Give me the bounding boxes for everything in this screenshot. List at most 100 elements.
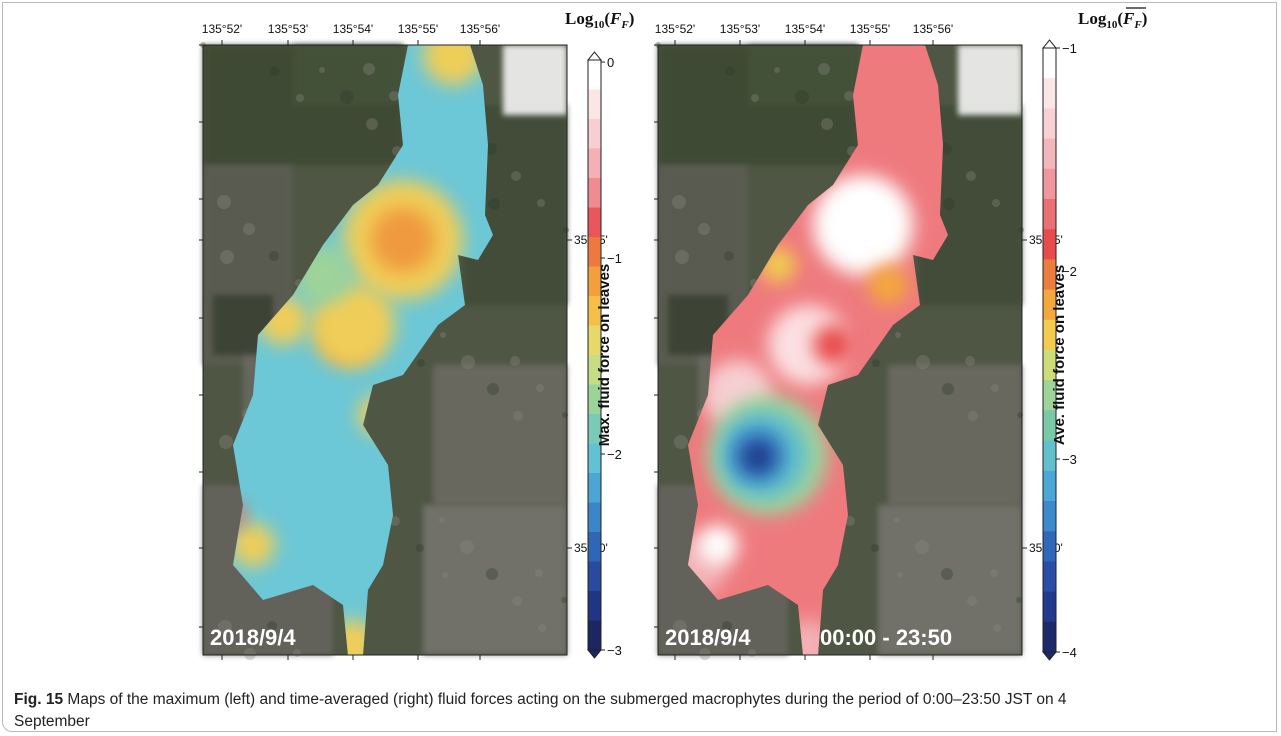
land-texture [871, 544, 879, 552]
lake-shade [742, 441, 774, 473]
colorbar-step [1043, 592, 1056, 623]
land-texture [460, 540, 474, 554]
longitude-label: 135°53' [268, 22, 308, 36]
colorbar-tick-label: −3 [607, 643, 622, 658]
land-texture [439, 517, 445, 523]
colorbar-step [588, 503, 601, 533]
land-texture [340, 90, 354, 104]
land-texture [270, 66, 280, 76]
colorbar-step [588, 119, 601, 149]
caption: Fig. 15 Maps of the maximum (left) and t… [14, 689, 1144, 733]
longitude-label: 135°56' [460, 22, 500, 36]
colorbar-tick-label: −3 [1062, 452, 1077, 467]
land-texture [510, 356, 520, 366]
title-part: Log [1078, 9, 1107, 28]
land-texture [821, 118, 833, 130]
colorbar-step [588, 178, 601, 208]
longitude-label: 135°52' [655, 22, 695, 36]
land-texture [992, 199, 1000, 207]
colorbar-step [1043, 139, 1056, 170]
colorbar-step [588, 149, 601, 179]
longitude-label: 135°56' [913, 22, 953, 36]
longitude-label: 135°54' [333, 22, 373, 36]
land-texture [487, 383, 499, 395]
land-texture [774, 67, 780, 73]
colorbar-step [588, 562, 601, 592]
land-texture [217, 195, 231, 209]
land-patch [888, 365, 1022, 505]
land-texture [442, 572, 448, 578]
colorbar-step [588, 591, 601, 621]
colorbar-arrow [1043, 652, 1056, 660]
title-part: F [609, 9, 622, 28]
land-texture [672, 195, 686, 209]
colorbar-step [588, 444, 601, 474]
colorbar-label: Ave. fluid force on leaves [1051, 265, 1068, 445]
land-texture [748, 649, 756, 657]
land-texture [943, 198, 955, 210]
land-texture [440, 332, 446, 338]
lake-shade [813, 325, 853, 365]
colorbar-step [588, 473, 601, 503]
land-texture [488, 198, 500, 210]
lake-shade [698, 525, 738, 565]
land-texture [536, 384, 544, 392]
longitude-label: 135°52' [202, 22, 242, 36]
colorbar-step [1043, 199, 1056, 230]
land-texture [416, 544, 424, 552]
title-part: ) [629, 9, 635, 28]
longitude-label: 135°55' [398, 22, 438, 36]
land-texture [894, 517, 900, 523]
land-texture [993, 624, 1001, 632]
colorbar-arrow [588, 52, 601, 60]
colorbar-arrow [588, 650, 601, 658]
title-part: Log [565, 9, 594, 28]
land-texture [389, 91, 399, 101]
caption-label: Fig. 15 [14, 691, 63, 708]
colorbar-step [1043, 531, 1056, 562]
lake-shade [868, 265, 908, 305]
colorbar-step [588, 532, 601, 562]
land-texture [897, 572, 903, 578]
land-texture [538, 624, 546, 632]
land-texture [674, 435, 688, 449]
land-texture [675, 250, 689, 264]
title-part: 10 [1106, 19, 1118, 31]
land-texture [537, 199, 545, 207]
land-texture [293, 649, 301, 657]
title-part: ) [1142, 9, 1148, 28]
colorbar-step [588, 621, 601, 651]
land-texture [561, 597, 567, 603]
land-texture [220, 250, 234, 264]
colorbar-step [1043, 78, 1056, 109]
longitude-label: 135°54' [785, 22, 825, 36]
colorbar-step [588, 237, 601, 267]
caption-text: Maps of the maximum (left) and time-aver… [14, 691, 1067, 730]
colorbar-tick-label: 0 [607, 55, 614, 70]
colorbar-step [1043, 501, 1056, 532]
title-part: 10 [593, 19, 605, 31]
land-texture [486, 568, 498, 580]
colorbar-tick-label: −4 [1062, 645, 1077, 660]
colorbar-arrow [1043, 40, 1056, 48]
land-texture [966, 171, 976, 181]
land-texture [219, 435, 233, 449]
land-texture [872, 359, 880, 367]
land-texture [818, 63, 830, 75]
colorbar-title: Log10(FF) [1078, 9, 1147, 31]
land-texture [915, 540, 929, 554]
colorbar-step [1043, 622, 1056, 653]
lake-shade [371, 208, 435, 272]
land-texture [1018, 227, 1024, 233]
date-stamp: 2018/9/4 [210, 625, 296, 650]
colorbar-tick-label: −2 [607, 447, 622, 462]
land-texture [296, 94, 304, 102]
land-patch [433, 365, 567, 505]
land-patch [503, 45, 567, 115]
longitude-label: 135°55' [850, 22, 890, 36]
land-texture [725, 66, 735, 76]
colorbar-step [1043, 169, 1056, 200]
land-texture [895, 332, 901, 338]
land-texture [512, 596, 522, 606]
